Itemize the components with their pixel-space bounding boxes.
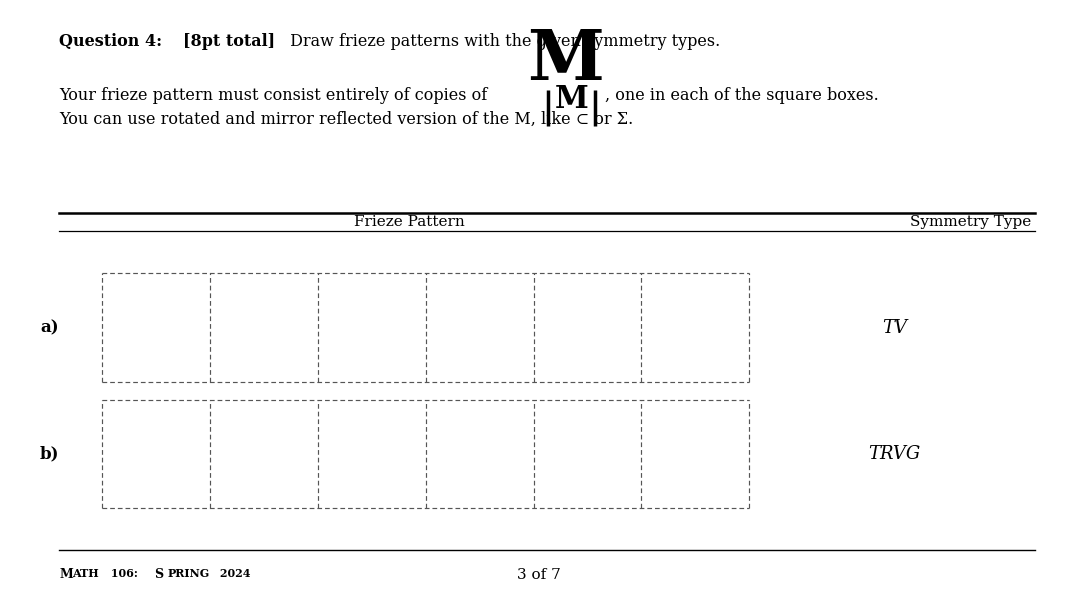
Text: 106:: 106: [107,568,146,579]
Text: M: M [554,84,589,115]
Text: Frieze Pattern: Frieze Pattern [355,215,465,230]
Text: Your frieze pattern must consist entirely of copies of: Your frieze pattern must consist entirel… [59,87,487,104]
Text: , one in each of the square boxes.: , one in each of the square boxes. [605,87,879,104]
Text: a): a) [41,319,59,336]
Text: TRVG: TRVG [869,445,921,463]
Text: Symmetry Type: Symmetry Type [910,215,1031,230]
Text: M: M [59,568,73,581]
Text: b): b) [40,445,59,462]
Text: PRING: PRING [167,568,209,579]
Text: [8pt total]: [8pt total] [183,33,275,50]
Text: Draw frieze patterns with the given symmetry types.: Draw frieze patterns with the given symm… [285,33,720,50]
Text: You can use rotated and mirror reflected version of the M, like ⊂ or Σ.: You can use rotated and mirror reflected… [59,111,634,128]
Text: Question 4:: Question 4: [59,33,174,50]
Text: M: M [527,27,605,94]
Text: S: S [154,568,163,581]
Text: ATH: ATH [72,568,99,579]
Text: TV: TV [882,319,908,337]
Text: 3 of 7: 3 of 7 [517,568,561,582]
Text: 2024: 2024 [216,568,250,579]
